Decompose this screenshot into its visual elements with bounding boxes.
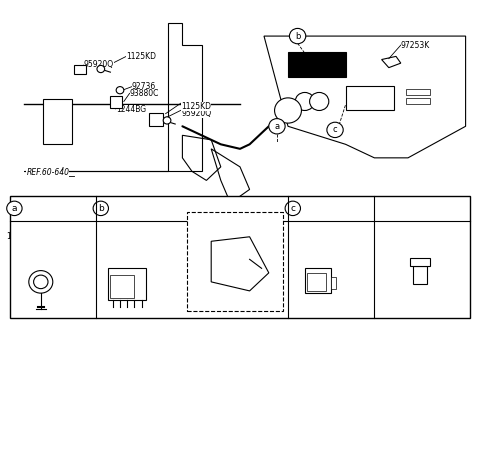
Bar	[74, 65, 86, 74]
Text: 92736: 92736	[132, 82, 156, 91]
Circle shape	[310, 92, 329, 110]
Text: 1125KD: 1125KD	[181, 102, 211, 111]
Circle shape	[97, 65, 105, 73]
Text: 1125KD: 1125KD	[126, 52, 156, 61]
Text: b: b	[98, 204, 104, 213]
Circle shape	[295, 92, 314, 110]
Bar	[305, 268, 331, 293]
Bar	[331, 277, 336, 289]
Bar	[307, 273, 326, 291]
Text: 95920Q: 95920Q	[84, 60, 114, 69]
Circle shape	[93, 201, 108, 216]
Bar	[406, 89, 430, 95]
Circle shape	[289, 28, 306, 44]
Text: 97253K: 97253K	[401, 41, 430, 50]
Bar	[10, 196, 470, 318]
Bar	[413, 266, 427, 284]
Text: c: c	[333, 125, 337, 134]
Text: a: a	[12, 204, 17, 213]
Circle shape	[116, 87, 124, 94]
Bar	[110, 96, 122, 108]
Bar	[43, 99, 72, 144]
Text: REF.60-640: REF.60-640	[26, 167, 70, 176]
Text: 1244BG: 1244BG	[116, 105, 146, 114]
Text: 91940V: 91940V	[192, 298, 221, 307]
Bar	[346, 86, 394, 110]
Text: a: a	[275, 122, 279, 131]
Text: c: c	[290, 204, 295, 213]
Bar	[288, 52, 346, 77]
Circle shape	[327, 122, 343, 138]
Text: 95920Q: 95920Q	[181, 109, 212, 118]
Bar	[149, 113, 163, 126]
Circle shape	[285, 201, 300, 216]
Circle shape	[163, 117, 171, 124]
Text: 95430D: 95430D	[42, 224, 73, 233]
Circle shape	[269, 119, 285, 134]
Bar	[410, 258, 430, 266]
Circle shape	[7, 201, 22, 216]
Text: 1249DA: 1249DA	[6, 232, 37, 241]
Text: (101201-): (101201-)	[192, 224, 230, 233]
Circle shape	[34, 275, 48, 289]
Bar	[187, 212, 283, 311]
Bar	[110, 275, 134, 298]
Text: 95930D: 95930D	[326, 204, 359, 213]
Text: b: b	[295, 32, 300, 41]
Circle shape	[29, 271, 53, 293]
Text: 91940V: 91940V	[120, 224, 149, 233]
Bar	[108, 268, 146, 300]
Bar	[406, 98, 430, 104]
Text: 95110A: 95110A	[378, 204, 409, 213]
Circle shape	[275, 98, 301, 123]
Text: 93880C: 93880C	[130, 89, 159, 98]
